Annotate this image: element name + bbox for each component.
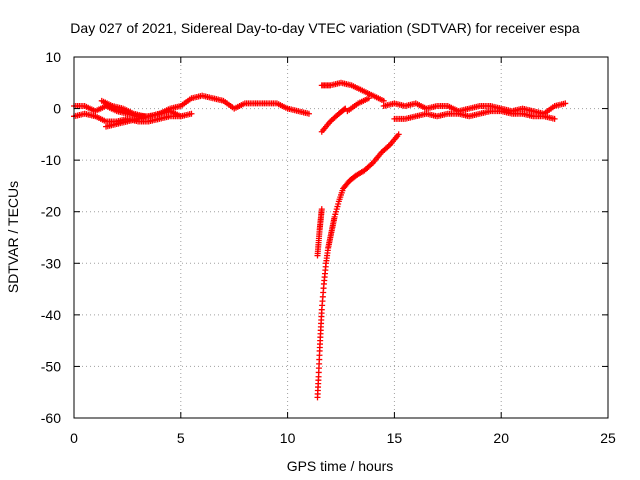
x-tick-label: 20: [493, 430, 509, 446]
plot-frame: [73, 56, 609, 419]
y-tick-label: -10: [41, 152, 61, 168]
data-point: [551, 115, 558, 122]
data-point: [380, 97, 387, 104]
x-tick-labels: 0 5 10 15 20 25: [70, 430, 616, 446]
y-tick-label: -20: [41, 204, 61, 220]
series-after-14h-lower: [391, 108, 558, 122]
x-tick-label: 15: [387, 430, 403, 446]
x-tick-label: 25: [600, 430, 616, 446]
data-point: [188, 110, 195, 117]
series-plunge: [314, 131, 402, 401]
data-point: [395, 131, 402, 138]
data-marks: [71, 79, 569, 401]
data-point: [305, 110, 312, 117]
y-tick-label: -30: [41, 255, 61, 271]
data-point: [318, 206, 325, 213]
y-tick-label: 10: [45, 49, 61, 65]
y-axis-label: SDTVAR / TECUs: [5, 181, 21, 293]
x-axis-label: GPS time / hours: [287, 458, 394, 474]
chart-title: Day 027 of 2021, Sidereal Day-to-day VTE…: [70, 20, 580, 36]
data-point: [562, 100, 569, 107]
y-tick-label: -50: [41, 358, 61, 374]
x-tick-label: 10: [280, 430, 296, 446]
x-tick-label: 0: [70, 430, 78, 446]
data-point: [141, 113, 148, 120]
series-post-gap-low: [318, 105, 349, 135]
y-tick-label: 0: [53, 101, 61, 117]
series-band-a: [71, 92, 312, 120]
y-tick-labels: 10 0 -10 -20 -30 -40 -50 -60: [41, 49, 61, 426]
series-band-d: [98, 97, 148, 120]
series-post-gap-mid: [344, 95, 372, 115]
series-plunge-left: [314, 206, 325, 259]
series-post-gap-high: [318, 79, 387, 104]
axis-ticks: [73, 56, 609, 419]
y-tick-label: -60: [41, 410, 61, 426]
y-tick-label: -40: [41, 307, 61, 323]
data-point: [365, 95, 372, 102]
x-tick-label: 5: [177, 430, 185, 446]
